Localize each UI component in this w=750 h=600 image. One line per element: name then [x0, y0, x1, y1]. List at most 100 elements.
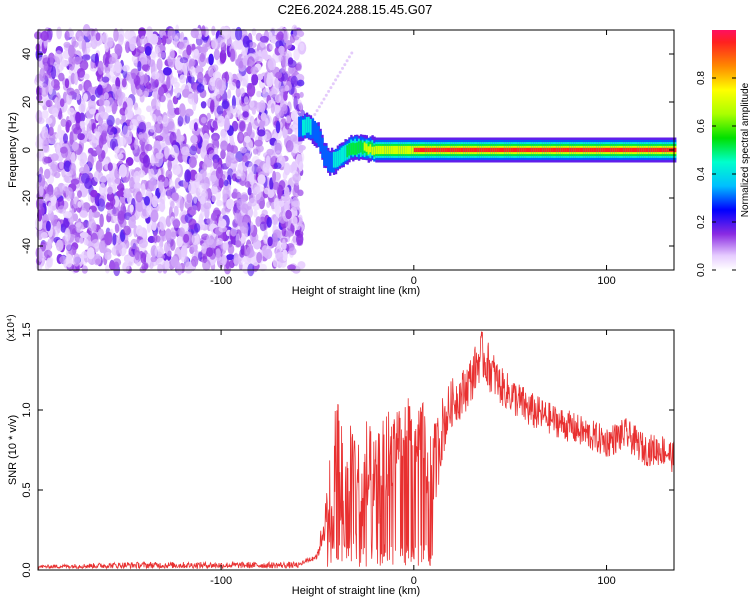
signal-band	[571, 147, 575, 153]
noise-cell	[90, 94, 96, 102]
noise-cell	[270, 103, 275, 114]
noise-cell	[150, 209, 159, 223]
noise-cell	[252, 186, 262, 201]
noise-cell	[216, 237, 224, 245]
noise-cell	[275, 120, 281, 134]
noise-cell	[166, 186, 172, 200]
spectrogram-x-label: Height of straight line (km)	[292, 285, 420, 297]
spectrogram-noise-cells	[34, 24, 354, 277]
noise-cell	[70, 178, 80, 185]
noise-cell	[211, 25, 216, 36]
noise-cell	[247, 162, 255, 175]
noise-cell	[54, 50, 63, 64]
noise-cell	[146, 26, 153, 39]
noise-cell	[266, 75, 274, 88]
noise-cell	[117, 137, 127, 147]
signal-band	[323, 145, 326, 166]
signal-band	[321, 137, 324, 158]
noise-cell	[78, 83, 83, 91]
noise-cell	[280, 71, 289, 82]
noise-cell	[193, 122, 198, 132]
noise-cell	[154, 135, 164, 142]
signal-band	[662, 147, 665, 153]
signal-band	[647, 147, 650, 153]
noise-cell	[90, 35, 98, 50]
noise-cell	[43, 132, 49, 139]
noise-cell	[177, 227, 186, 237]
noise-cell	[53, 186, 61, 199]
noise-cell	[223, 179, 229, 187]
noise-cell	[237, 162, 245, 174]
noise-cell	[60, 118, 67, 128]
noise-cell	[167, 27, 176, 41]
noise-cell	[123, 225, 131, 236]
signal-band	[550, 147, 554, 153]
noise-cell	[136, 83, 146, 97]
signal-band	[435, 147, 438, 153]
noise-cell	[257, 49, 262, 57]
snr-x-label: Height of straight line (km)	[292, 585, 420, 597]
noise-cell	[271, 85, 280, 94]
signal-band	[410, 145, 413, 155]
noise-cell	[289, 134, 298, 142]
noise-cell	[107, 41, 113, 48]
signal-band	[319, 131, 322, 152]
noise-cell	[193, 192, 198, 204]
noise-cell	[145, 81, 152, 90]
noise-cell	[150, 256, 157, 263]
noise-cell	[273, 162, 282, 170]
noise-cell	[156, 257, 165, 266]
signal-band	[340, 147, 343, 164]
signal-band	[652, 147, 656, 153]
noise-cell	[50, 161, 59, 173]
noise-cell	[97, 60, 104, 75]
noise-cell	[45, 99, 53, 108]
noise-cell	[114, 223, 120, 234]
noise-cell	[48, 126, 54, 136]
signal-band	[504, 147, 507, 153]
noise-cell	[136, 114, 146, 122]
noise-cell	[70, 152, 76, 165]
noise-cell	[298, 102, 303, 111]
noise-cell	[225, 198, 235, 210]
noise-cell	[211, 195, 216, 203]
snr-panel: -100 0 100 0.0 0.5 1.0 1.5 Height of straight…	[6, 314, 675, 597]
y-tick-label: 0.5	[21, 482, 33, 497]
noise-cell	[140, 252, 147, 264]
noise-cell	[103, 99, 110, 107]
signal-band	[569, 147, 573, 153]
signal-band	[658, 147, 661, 153]
noise-cell	[79, 237, 84, 244]
noise-speck	[338, 70, 342, 74]
noise-cell	[165, 228, 172, 241]
signal-band	[381, 145, 384, 155]
noise-cell	[283, 91, 288, 101]
noise-cell	[227, 168, 234, 180]
noise-cell	[79, 231, 89, 239]
signal-band	[595, 147, 598, 153]
noise-speck	[320, 101, 324, 105]
signal-band	[562, 147, 565, 153]
signal-band	[544, 147, 548, 153]
noise-cell	[87, 218, 96, 232]
signal-band	[583, 147, 586, 153]
noise-cell	[98, 240, 106, 253]
noise-cell	[203, 202, 212, 210]
noise-cell	[141, 263, 149, 270]
noise-cell	[269, 43, 274, 51]
signal-band	[471, 147, 474, 153]
x-tick-label: 100	[597, 575, 615, 587]
signal-band	[489, 147, 492, 153]
noise-cell	[246, 139, 254, 151]
y-tick-label: 1.5	[21, 322, 33, 337]
noise-speck	[315, 109, 319, 113]
noise-cell	[298, 145, 304, 154]
signal-band	[344, 144, 347, 161]
noise-speck	[317, 105, 321, 109]
noise-cell	[198, 251, 203, 262]
noise-cell	[168, 179, 174, 189]
noise-cell	[174, 87, 181, 98]
signal-band	[315, 122, 318, 143]
noise-cell	[210, 99, 215, 113]
